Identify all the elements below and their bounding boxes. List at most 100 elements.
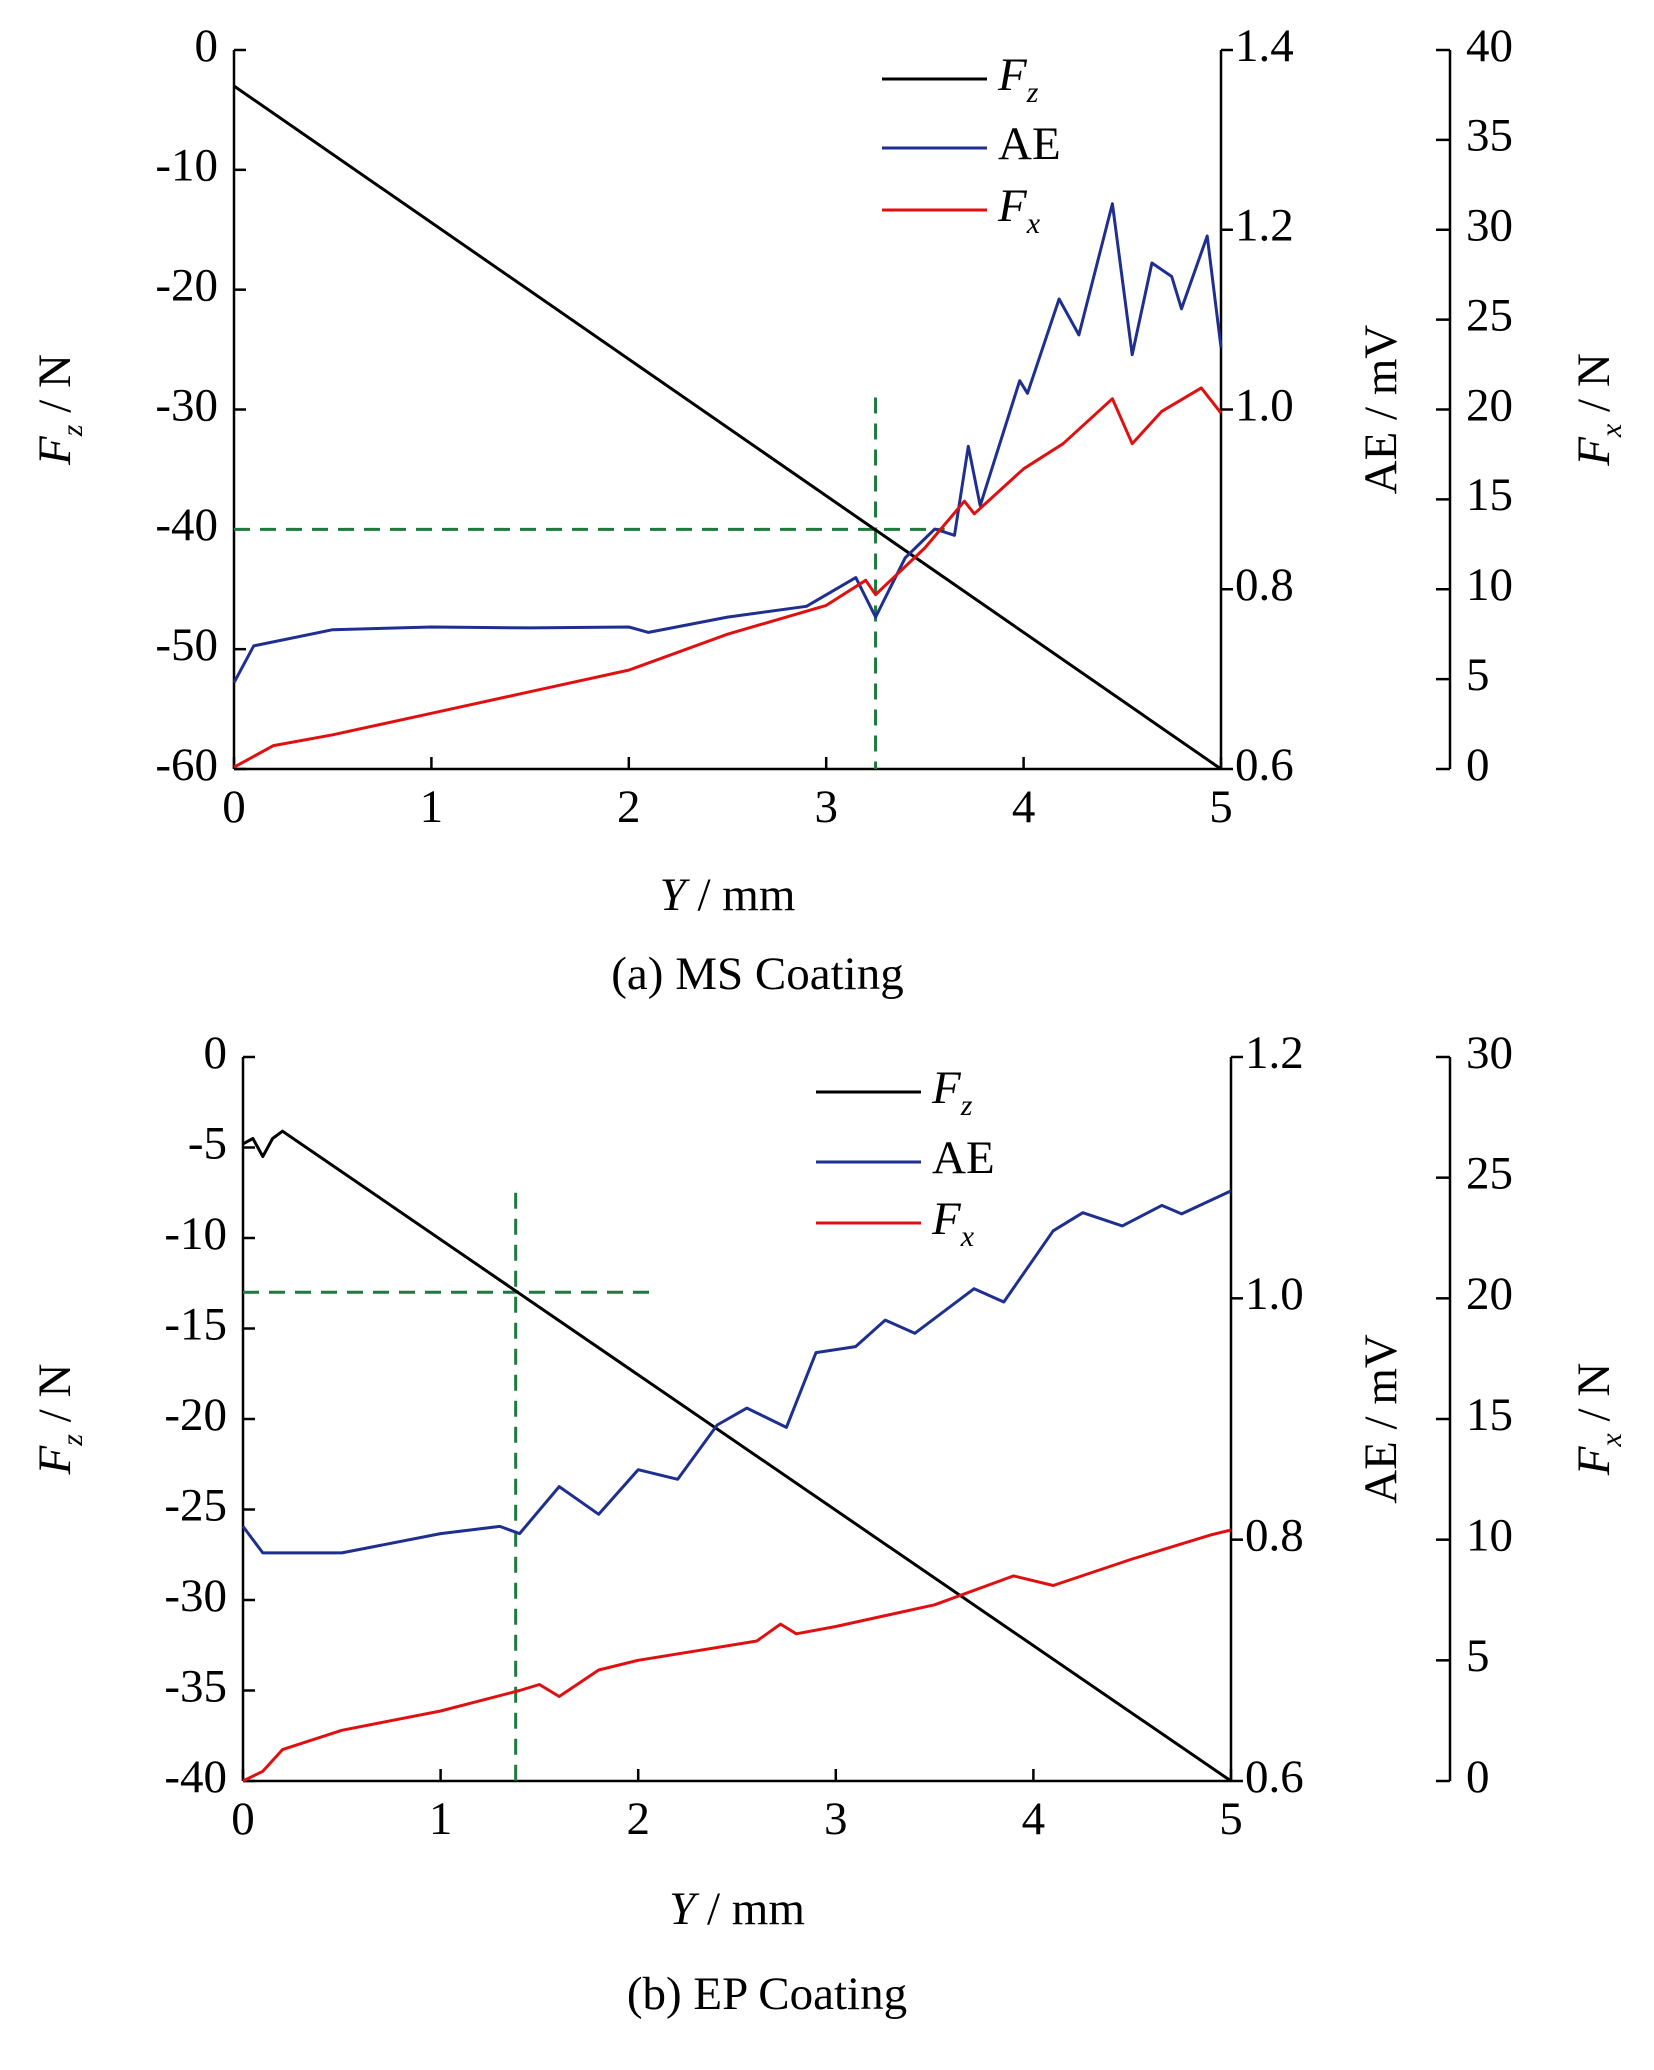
y3-axis-label-sub: x bbox=[1595, 423, 1628, 438]
series-line bbox=[233, 386, 1223, 769]
y3-tick-label: 20 bbox=[1466, 1268, 1513, 1320]
y-tick-label: -25 bbox=[164, 1479, 227, 1531]
panel: 0 1 2 3 4 5 0 -10 -20 -30 -40 -50 -60 0.6 0.8 1.0 1.2 1.4… bbox=[155, 20, 1513, 833]
y3-tick-label: 0 bbox=[1466, 1751, 1490, 1803]
y-tick-label: -10 bbox=[164, 1208, 227, 1260]
y3-tick-label: 10 bbox=[1466, 1509, 1513, 1561]
y3-axis-label-unit: / N bbox=[1568, 353, 1620, 424]
x-tick-label: 4 bbox=[1022, 1793, 1046, 1845]
x-tick-label: 3 bbox=[824, 1793, 848, 1845]
legend-symbol: F bbox=[931, 1193, 962, 1245]
y2-tick-label: 1.4 bbox=[1235, 20, 1294, 72]
y-axis-label: Fz / N bbox=[29, 1364, 90, 1476]
x-axis-label: Y / mm bbox=[669, 1883, 805, 1935]
y2-tick-label: 0.8 bbox=[1235, 559, 1294, 611]
y2-tick-label: 0.6 bbox=[1245, 1751, 1304, 1803]
y-tick-label: -15 bbox=[164, 1298, 227, 1350]
legend-sub: x bbox=[960, 1220, 975, 1253]
x-tick-label: 1 bbox=[429, 1793, 453, 1845]
y3-axis-label: Fx / N bbox=[1568, 1363, 1629, 1477]
x-tick-label: 5 bbox=[1209, 781, 1233, 833]
y-axis-label-sub: z bbox=[56, 1434, 89, 1447]
y3-tick-label: 20 bbox=[1466, 379, 1513, 431]
series-line bbox=[232, 202, 1223, 684]
y3-tick-label: 15 bbox=[1466, 469, 1513, 521]
y-tick-label: -10 bbox=[155, 140, 218, 192]
y3-tick-label: 30 bbox=[1466, 200, 1513, 252]
y3-tick-label: 25 bbox=[1466, 1147, 1513, 1199]
y3-tick-label: 5 bbox=[1466, 1630, 1490, 1682]
y3-tick-label: 15 bbox=[1466, 1389, 1513, 1441]
y-tick-label: 0 bbox=[195, 20, 219, 72]
y2-tick-label: 1.0 bbox=[1245, 1268, 1304, 1320]
y3-axis-label-symbol: F bbox=[1568, 1445, 1620, 1476]
y-tick-label: -20 bbox=[164, 1389, 227, 1441]
x-tick-label: 0 bbox=[231, 1793, 255, 1845]
y-axis-label-unit: / N bbox=[29, 1364, 81, 1435]
y-axis-label-unit: / N bbox=[29, 354, 81, 425]
legend-name: AE bbox=[932, 1132, 995, 1184]
y-axis-label-sub: z bbox=[56, 424, 89, 437]
panel: 0 1 2 3 4 5 0 -5 -10 -15 -20 -25 -30 -35 -40 0.6 0.8 1.0 1… bbox=[164, 1027, 1513, 1845]
y2-tick-label: 0.6 bbox=[1235, 739, 1294, 791]
series-line bbox=[241, 1189, 1232, 1555]
y-tick-label: -50 bbox=[155, 619, 218, 671]
legend-symbol: F bbox=[997, 180, 1028, 232]
y-tick-label: -30 bbox=[164, 1570, 227, 1622]
legend-name: AE bbox=[998, 118, 1061, 170]
x-tick-label: 2 bbox=[617, 781, 641, 833]
y3-axis-label-unit: / N bbox=[1568, 1363, 1620, 1434]
caption: (b) EP Coating bbox=[627, 1968, 907, 2020]
series-line bbox=[233, 84, 1222, 771]
y2-tick-label: 1.0 bbox=[1235, 379, 1294, 431]
y-tick-label: -40 bbox=[155, 499, 218, 551]
y2-tick-label: 1.2 bbox=[1235, 200, 1294, 252]
y3-axis-label: Fx / N bbox=[1568, 353, 1629, 467]
y3-axis-label-sub: x bbox=[1595, 1433, 1628, 1448]
y-tick-label: 0 bbox=[204, 1027, 228, 1079]
y3-tick-label: 40 bbox=[1466, 20, 1513, 72]
legend-label: Fz bbox=[931, 1062, 973, 1123]
y-axis-label: Fz / N bbox=[29, 354, 90, 466]
legend-label: AE bbox=[932, 1132, 995, 1184]
x-axis-label-unit: / mm bbox=[695, 1883, 805, 1935]
y2-axis-label: AE / mV bbox=[1355, 1334, 1407, 1504]
x-tick-label: 1 bbox=[420, 781, 444, 833]
x-axis-label: Y / mm bbox=[660, 869, 796, 921]
y-tick-label: -35 bbox=[164, 1660, 227, 1712]
legend-sub: z bbox=[1026, 76, 1039, 109]
x-axis-label-symbol: Y bbox=[669, 1883, 700, 1935]
y-tick-label: -60 bbox=[155, 739, 218, 791]
legend-label: Fx bbox=[931, 1193, 975, 1254]
y2-tick-label: 1.2 bbox=[1245, 1027, 1304, 1079]
x-tick-label: 3 bbox=[814, 781, 838, 833]
y-tick-label: -5 bbox=[188, 1117, 227, 1169]
legend-symbol: F bbox=[997, 49, 1028, 101]
y-tick-label: -30 bbox=[155, 379, 218, 431]
y3-axis-label-symbol: F bbox=[1568, 436, 1620, 467]
legend-label: AE bbox=[998, 118, 1061, 170]
y2-axis-label: AE / mV bbox=[1355, 325, 1407, 495]
legend-label: Fx bbox=[997, 180, 1041, 241]
series-line bbox=[242, 1528, 1232, 1783]
x-axis-label-symbol: Y bbox=[660, 869, 691, 921]
legend-symbol: F bbox=[931, 1062, 962, 1114]
x-axis-label-unit: / mm bbox=[686, 869, 796, 921]
y-axis-label-symbol: F bbox=[29, 1444, 81, 1475]
legend-label: Fz bbox=[997, 49, 1039, 110]
y3-tick-label: 25 bbox=[1466, 289, 1513, 341]
legend-sub: z bbox=[960, 1089, 973, 1122]
y3-tick-label: 5 bbox=[1466, 649, 1490, 701]
y3-tick-label: 10 bbox=[1466, 559, 1513, 611]
x-tick-label: 4 bbox=[1012, 781, 1036, 833]
x-tick-label: 2 bbox=[626, 1793, 650, 1845]
y2-tick-label: 0.8 bbox=[1245, 1509, 1304, 1561]
x-tick-label: 0 bbox=[222, 781, 246, 833]
x-tick-label: 5 bbox=[1219, 1793, 1243, 1845]
y-tick-label: -20 bbox=[155, 259, 218, 311]
y-tick-label: -40 bbox=[164, 1751, 227, 1803]
y3-tick-label: 0 bbox=[1466, 739, 1490, 791]
caption: (a) MS Coating bbox=[611, 948, 903, 1000]
y3-tick-label: 30 bbox=[1466, 1027, 1513, 1079]
